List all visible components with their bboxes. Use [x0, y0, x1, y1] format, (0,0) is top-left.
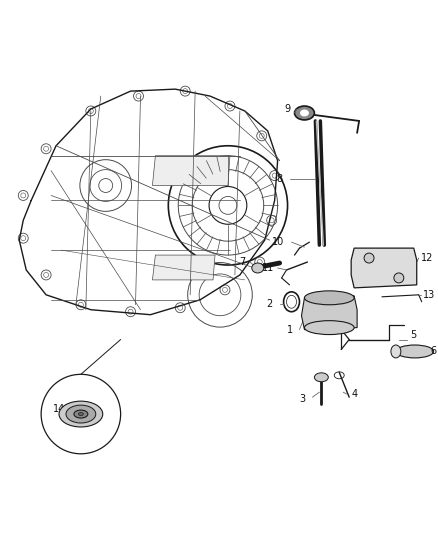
Ellipse shape	[364, 253, 374, 263]
Ellipse shape	[314, 373, 328, 382]
Ellipse shape	[396, 345, 434, 358]
Ellipse shape	[78, 413, 83, 416]
Text: 1: 1	[286, 325, 293, 335]
Text: 12: 12	[420, 253, 433, 263]
Text: 5: 5	[411, 329, 417, 340]
Polygon shape	[152, 255, 215, 280]
Text: 9: 9	[285, 104, 291, 114]
Ellipse shape	[304, 321, 354, 335]
Text: 8: 8	[276, 174, 283, 183]
Text: 14: 14	[53, 404, 65, 414]
Ellipse shape	[294, 106, 314, 120]
Ellipse shape	[74, 410, 88, 418]
Ellipse shape	[304, 291, 354, 305]
Ellipse shape	[391, 345, 401, 358]
Polygon shape	[152, 156, 230, 185]
Text: 6: 6	[431, 346, 437, 357]
Polygon shape	[301, 296, 357, 329]
Text: 10: 10	[272, 237, 284, 247]
Ellipse shape	[252, 263, 264, 273]
Ellipse shape	[66, 405, 96, 423]
Text: 13: 13	[423, 290, 435, 300]
Ellipse shape	[59, 401, 103, 427]
Ellipse shape	[300, 109, 309, 116]
Ellipse shape	[394, 273, 404, 283]
Text: 2: 2	[267, 299, 273, 309]
Polygon shape	[351, 248, 417, 288]
Text: 3: 3	[300, 394, 306, 404]
Text: 7: 7	[239, 257, 245, 267]
Circle shape	[41, 374, 120, 454]
Text: 11: 11	[261, 263, 274, 273]
Text: 4: 4	[351, 389, 357, 399]
